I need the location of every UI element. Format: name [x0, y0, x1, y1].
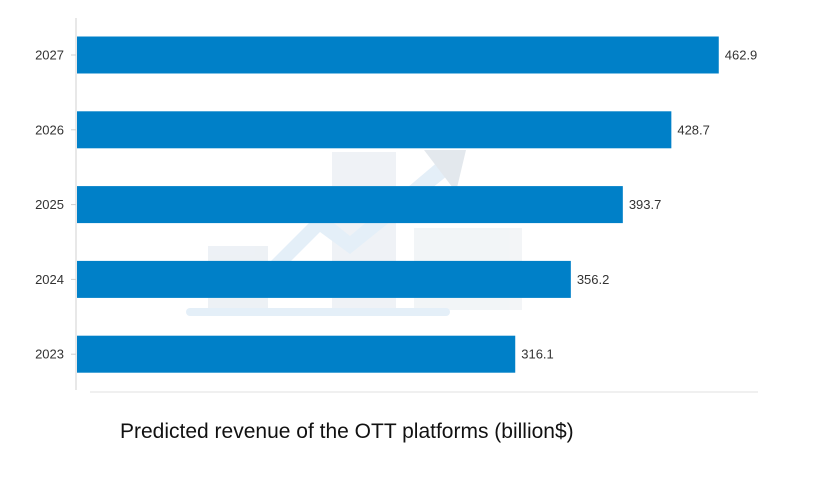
- bar-value-label: 316.1: [521, 347, 554, 362]
- bars-group: 2027 462.9 2026 428.7 2025 393.7 2024 356.2 2023…: [35, 36, 758, 373]
- y-tick-label: 2027: [35, 48, 64, 63]
- bar-value-label: 462.9: [725, 48, 758, 63]
- bar-value-label: 393.7: [629, 197, 662, 212]
- watermark-baseline: [186, 308, 450, 316]
- bar-value-label: 356.2: [577, 272, 610, 287]
- bar-2023[interactable]: [77, 335, 516, 373]
- watermark-arrow-head: [424, 150, 466, 192]
- y-tick-label: 2026: [35, 122, 64, 137]
- bar-2027[interactable]: [77, 36, 719, 74]
- y-tick-label: 2025: [35, 197, 64, 212]
- y-tick-label: 2024: [35, 272, 64, 287]
- y-tick-label: 2023: [35, 347, 64, 362]
- watermark-arrow: [270, 160, 452, 270]
- bar-2026[interactable]: [77, 111, 672, 149]
- chart-caption: Predicted revenue of the OTT platforms (…: [120, 420, 574, 443]
- bar-value-label: 428.7: [677, 122, 710, 137]
- bar-2024[interactable]: [77, 260, 571, 298]
- bar-2025[interactable]: [77, 186, 623, 224]
